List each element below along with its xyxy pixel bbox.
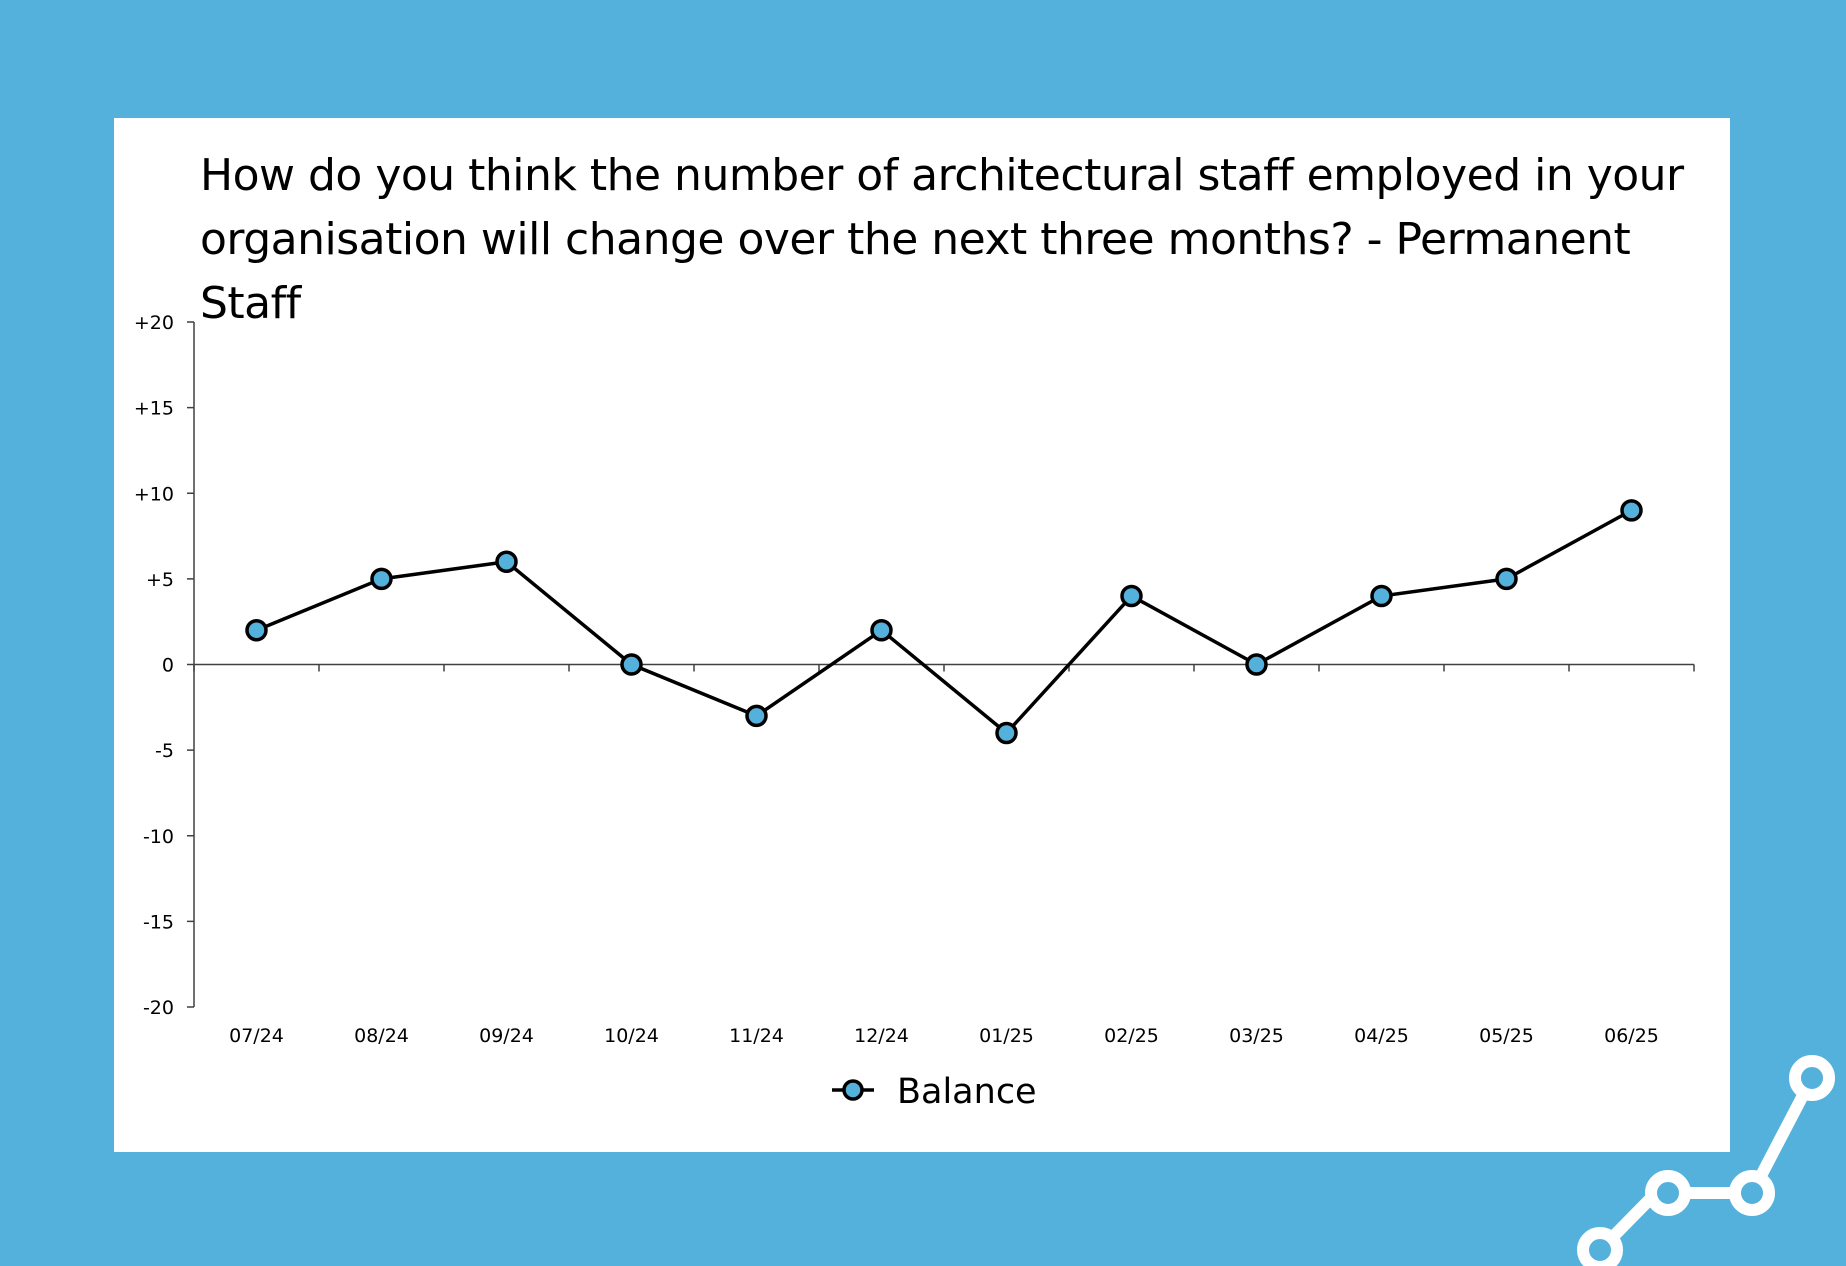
x-tick-label: 08/24 (354, 1025, 409, 1047)
x-tick-label: 07/24 (229, 1025, 284, 1047)
x-tick-label: 12/24 (854, 1025, 909, 1047)
legend-marker (842, 1079, 864, 1101)
data-point (1495, 567, 1518, 591)
y-tick-label: -5 (155, 740, 174, 762)
network-logo-icon (1577, 1055, 1835, 1266)
series-line-balance (255, 508, 1633, 735)
y-tick-label: -20 (143, 997, 174, 1019)
x-tick-label: 11/24 (729, 1025, 784, 1047)
x-tick-label: 05/25 (1479, 1025, 1534, 1047)
data-point (370, 567, 393, 591)
data-point (620, 653, 643, 676)
y-tick-label: +15 (134, 398, 174, 420)
y-tick-label: -15 (143, 911, 174, 933)
data-point (995, 721, 1018, 745)
data-point (495, 550, 518, 573)
chart-title: How do you think the number of architect… (200, 150, 1684, 329)
data-point (1120, 584, 1143, 608)
legend-label: Balance (897, 1072, 1037, 1112)
data-point (1245, 653, 1268, 676)
x-tick-label: 10/24 (604, 1025, 659, 1047)
x-tick-label: 04/25 (1354, 1025, 1409, 1047)
x-tick-label: 03/25 (1229, 1025, 1284, 1047)
chart-card: How do you think the number of architect… (114, 118, 1730, 1152)
data-point (245, 619, 268, 642)
x-tick-label: 09/24 (479, 1025, 534, 1047)
y-tick-label: +10 (134, 483, 174, 505)
data-point (745, 704, 768, 728)
y-tick-label: +5 (146, 569, 174, 591)
x-tick-label: 06/25 (1604, 1025, 1659, 1047)
y-tick-label: 0 (162, 655, 174, 677)
line-chart: +20 +15 +10 +5 0 -5 -10 -15 -20 07/24 08/24 09/24 10… (134, 312, 1695, 1112)
y-tick-label: +20 (134, 312, 174, 334)
data-point (1620, 499, 1643, 522)
data-point (1370, 584, 1393, 608)
x-tick-label: 01/25 (979, 1025, 1034, 1047)
data-point (870, 619, 893, 642)
y-tick-label: -10 (143, 826, 174, 848)
x-tick-label: 02/25 (1104, 1025, 1159, 1047)
